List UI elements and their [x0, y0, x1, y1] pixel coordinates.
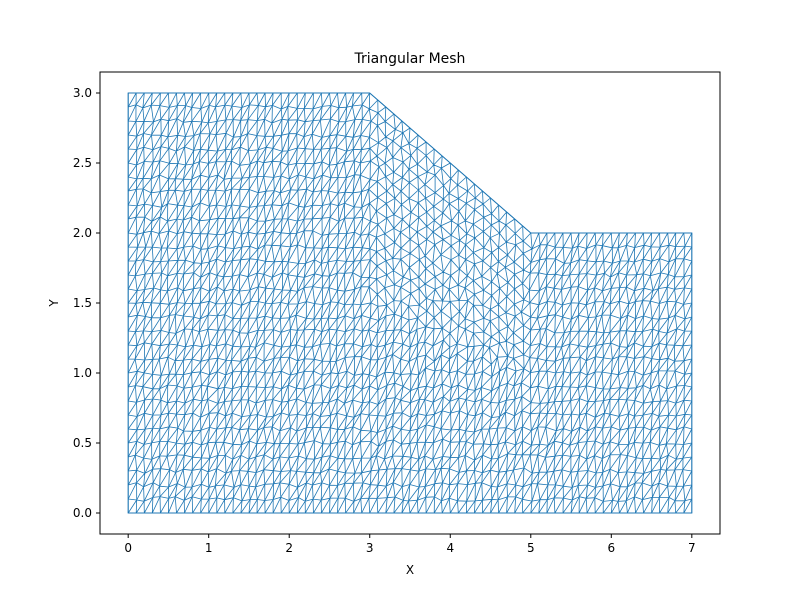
x-tick-label: 3 — [366, 541, 374, 555]
y-tick-label: 2.5 — [73, 156, 92, 170]
y-axis-label: Y — [47, 299, 61, 308]
x-tick-label: 4 — [446, 541, 454, 555]
y-tick-label: 1.0 — [73, 366, 92, 380]
x-axis-label: X — [406, 563, 414, 577]
y-axis-ticks: 0.0 0.5 1.0 1.5 2.0 2.5 3.0 — [73, 86, 100, 520]
mesh-plot — [127, 92, 693, 514]
x-tick-label: 1 — [205, 541, 213, 555]
x-tick-label: 0 — [124, 541, 132, 555]
x-axis-ticks: 0 1 2 3 4 5 6 7 — [124, 534, 696, 555]
x-tick-label: 2 — [285, 541, 293, 555]
mesh-boundary — [127, 92, 693, 514]
x-tick-label: 6 — [607, 541, 615, 555]
x-tick-label: 7 — [688, 541, 696, 555]
y-tick-label: 1.5 — [73, 296, 92, 310]
chart-title: Triangular Mesh — [354, 51, 466, 67]
y-tick-label: 0.0 — [73, 506, 92, 520]
y-tick-label: 2.0 — [73, 226, 92, 240]
y-tick-label: 0.5 — [73, 436, 92, 450]
y-tick-label: 3.0 — [73, 86, 92, 100]
x-tick-label: 5 — [527, 541, 535, 555]
